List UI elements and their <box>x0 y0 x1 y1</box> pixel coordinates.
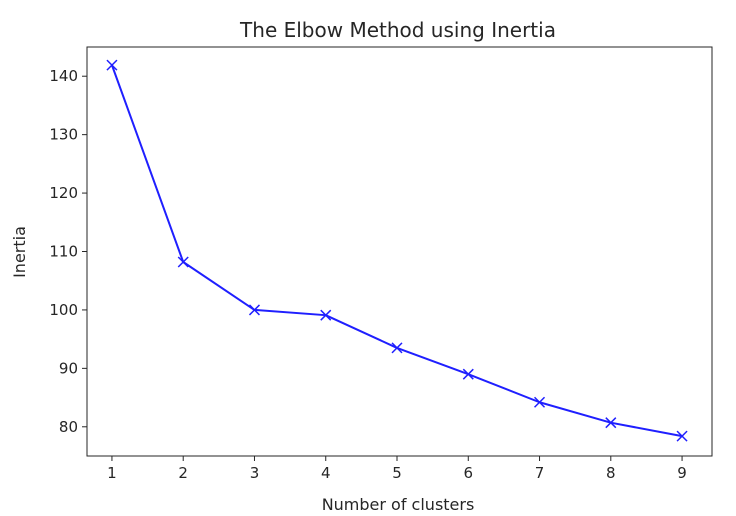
x-tick-label: 9 <box>677 464 687 482</box>
plot-area-frame <box>86 46 713 457</box>
data-point-marker <box>177 256 189 268</box>
y-tick-label: 110 <box>49 243 78 261</box>
y-tick-label: 80 <box>59 418 78 436</box>
data-point-marker <box>391 342 403 354</box>
y-axis-title: Inertia <box>10 226 29 278</box>
series-line <box>111 64 683 438</box>
data-point-marker <box>106 59 118 71</box>
y-axis: 80 90 100 110 120 130 140 <box>49 67 87 436</box>
x-tick-label: 3 <box>250 464 260 482</box>
data-point-marker <box>462 368 474 380</box>
series-layer <box>106 59 688 442</box>
data-point-marker <box>248 304 261 316</box>
x-tick-label: 1 <box>107 464 117 482</box>
data-point-marker <box>534 396 546 408</box>
x-tick-label: 7 <box>535 464 545 482</box>
y-tick-label: 140 <box>49 67 78 85</box>
x-tick-label: 5 <box>392 464 402 482</box>
data-point-marker <box>605 417 617 429</box>
data-point-marker <box>676 430 688 442</box>
x-tick-label: 4 <box>321 464 331 482</box>
y-tick-label: 90 <box>59 359 78 377</box>
chart-title: The Elbow Method using Inertia <box>239 18 556 42</box>
x-tick-label: 8 <box>606 464 616 482</box>
x-axis: 1 2 3 4 5 6 7 8 9 <box>107 456 687 482</box>
data-point-marker <box>320 309 332 321</box>
x-tick-label: 2 <box>178 464 188 482</box>
x-axis-title: Number of clusters <box>322 495 475 514</box>
y-tick-label: 100 <box>49 301 78 319</box>
y-tick-label: 120 <box>49 184 78 202</box>
y-tick-label: 130 <box>49 126 78 144</box>
x-tick-label: 6 <box>463 464 473 482</box>
